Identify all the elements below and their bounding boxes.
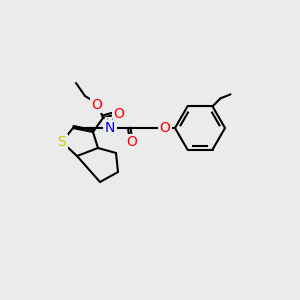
- Text: O: O: [92, 98, 102, 112]
- Text: S: S: [58, 135, 66, 149]
- Text: N: N: [105, 121, 115, 135]
- Text: O: O: [114, 107, 124, 121]
- Text: O: O: [127, 135, 137, 149]
- Text: O: O: [160, 121, 170, 135]
- Text: H: H: [106, 118, 114, 128]
